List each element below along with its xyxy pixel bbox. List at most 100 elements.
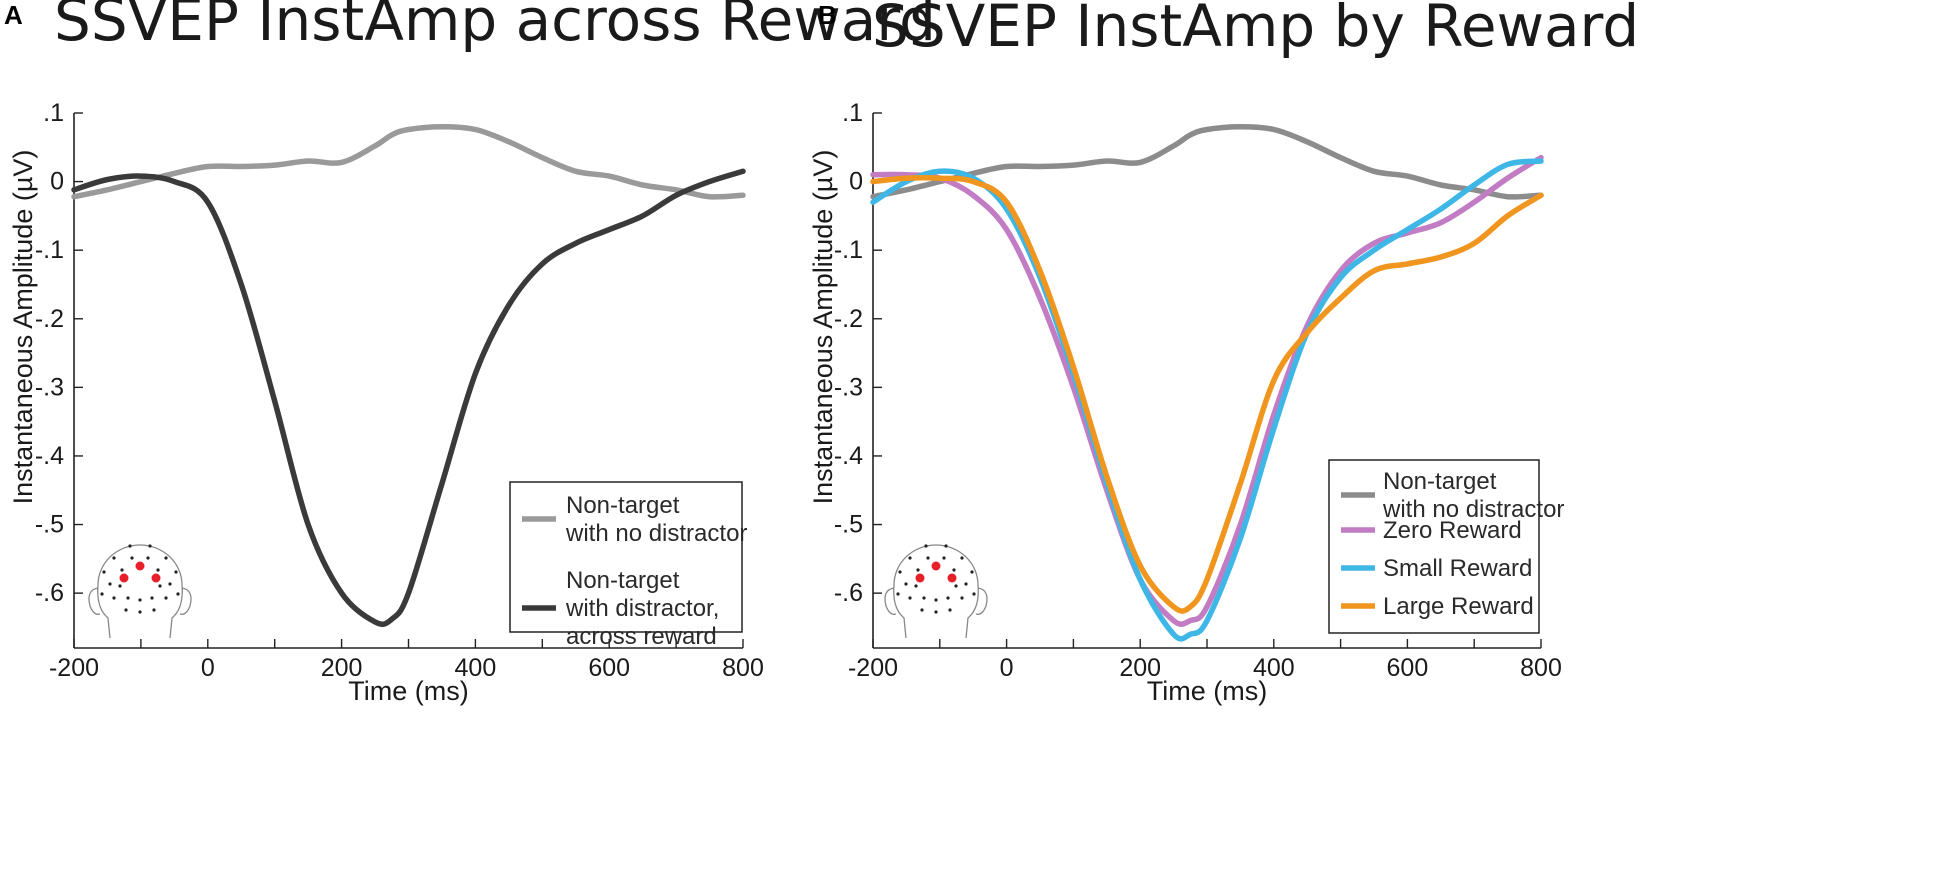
- electrode-dot: [118, 584, 122, 588]
- electrode-dot: [176, 592, 180, 596]
- x-axis-label: Time (ms): [348, 676, 468, 706]
- x-tick-label: 200: [321, 654, 363, 682]
- chart-panel-B: B SSVEP InstAmp by Reward .1 0 -.1 -.2 -.3 -.4 -…: [808, 0, 1639, 706]
- legend-label: with distractor,: [565, 595, 719, 622]
- legend-label: across reward: [566, 623, 717, 650]
- legend-label: Non-target: [566, 567, 680, 594]
- electrode-dot: [944, 544, 948, 548]
- head-left-jaw: [893, 584, 907, 639]
- electrode-dot: [100, 592, 104, 596]
- x-tick-label: -200: [49, 654, 99, 682]
- x-axis-label: Time (ms): [1147, 676, 1267, 706]
- electrode-dot: [904, 582, 908, 586]
- x-tick-label: 600: [588, 654, 630, 682]
- head-outline: [97, 544, 183, 586]
- electrode-dot: [164, 596, 168, 600]
- y-tick-label: -.1: [35, 236, 64, 264]
- electrode-dot: [922, 596, 926, 600]
- right-ear: [975, 587, 988, 615]
- electrode-dot: [152, 608, 156, 612]
- electrode-dot: [942, 556, 946, 560]
- active-electrode: [119, 573, 129, 583]
- chart-panel-A: A SSVEP InstAmp across Reward .1 0 -.1 -.2 -.3…: [4, 0, 936, 706]
- legend-label: Large Reward: [1383, 593, 1534, 620]
- y-tick-label: -.3: [35, 373, 64, 401]
- x-tick-label: 0: [1000, 654, 1014, 682]
- series-line: [870, 158, 1544, 642]
- y-tick-label: -.4: [35, 442, 64, 470]
- electrode-dot: [908, 556, 912, 560]
- electrode-dot: [914, 584, 918, 588]
- electrode-dot: [148, 544, 152, 548]
- legend-label: Non-target: [566, 492, 680, 519]
- y-tick-label: -.5: [35, 511, 64, 539]
- head-outline: [893, 544, 979, 586]
- y-tick-label: -.5: [834, 511, 863, 539]
- panel-letter: B: [818, 0, 837, 30]
- electrode-dot: [964, 582, 968, 586]
- electrode-dot: [120, 568, 124, 572]
- electrode-dot: [146, 556, 150, 560]
- electrode-dot: [112, 556, 116, 560]
- left-ear: [884, 587, 897, 615]
- y-tick-label: -.3: [834, 373, 863, 401]
- electrode-dot: [138, 610, 142, 614]
- head-right-jaw: [965, 584, 979, 639]
- x-tick-label: 0: [201, 654, 215, 682]
- y-tick-label: -.4: [834, 442, 863, 470]
- y-tick-label: -.2: [35, 305, 64, 333]
- electrode-dot: [112, 596, 116, 600]
- electrode-dot: [920, 608, 924, 612]
- electrode-dot: [896, 592, 900, 596]
- electrode-dot: [916, 568, 920, 572]
- active-electrode: [947, 573, 957, 583]
- electrode-dot: [960, 596, 964, 600]
- electrode-dot: [952, 568, 956, 572]
- chart-title: SSVEP InstAmp across Reward: [54, 0, 936, 54]
- series-line: [870, 175, 1544, 614]
- electrode-dot: [174, 570, 178, 574]
- electrode-dot: [960, 556, 964, 560]
- legend-label: Non-target: [1383, 468, 1497, 495]
- electrode-dot: [124, 608, 128, 612]
- x-tick-label: 600: [1387, 654, 1429, 682]
- active-electrode: [931, 561, 941, 571]
- x-tick-label: 800: [722, 654, 764, 682]
- active-electrode: [135, 561, 145, 571]
- electrode-dot: [934, 610, 938, 614]
- y-axis-label: Instantaneous Amplitude (µV): [808, 150, 838, 505]
- electrode-dot: [926, 556, 930, 560]
- electrode-dot: [150, 596, 154, 600]
- legend-label: Zero Reward: [1383, 517, 1522, 544]
- active-electrode: [151, 573, 161, 583]
- y-tick-label: -.6: [834, 579, 863, 607]
- series-line: [71, 123, 746, 200]
- electrode-dot: [972, 592, 976, 596]
- y-tick-label: -.6: [35, 579, 64, 607]
- y-tick-label: -.2: [834, 305, 863, 333]
- electrode-dot: [128, 544, 132, 548]
- head-map-icon: [88, 544, 192, 639]
- x-tick-label: 800: [1520, 654, 1562, 682]
- electrode-dot: [948, 608, 952, 612]
- electrode-dot: [168, 582, 172, 586]
- series-line: [870, 123, 1544, 200]
- electrode-dot: [138, 598, 142, 602]
- electrode-dot: [102, 570, 106, 574]
- electrode-dot: [164, 556, 168, 560]
- electrode-dot: [970, 570, 974, 574]
- y-tick-label: .1: [842, 99, 863, 127]
- series-line: [870, 154, 1544, 627]
- electrode-dot: [158, 584, 162, 588]
- head-right-jaw: [169, 584, 183, 639]
- x-tick-label: 400: [1253, 654, 1295, 682]
- y-tick-label: -.1: [834, 236, 863, 264]
- electrode-dot: [924, 544, 928, 548]
- x-tick-label: 400: [455, 654, 497, 682]
- y-axis-label: Instantaneous Amplitude (µV): [8, 150, 38, 505]
- electrode-dot: [946, 596, 950, 600]
- electrode-dot: [954, 584, 958, 588]
